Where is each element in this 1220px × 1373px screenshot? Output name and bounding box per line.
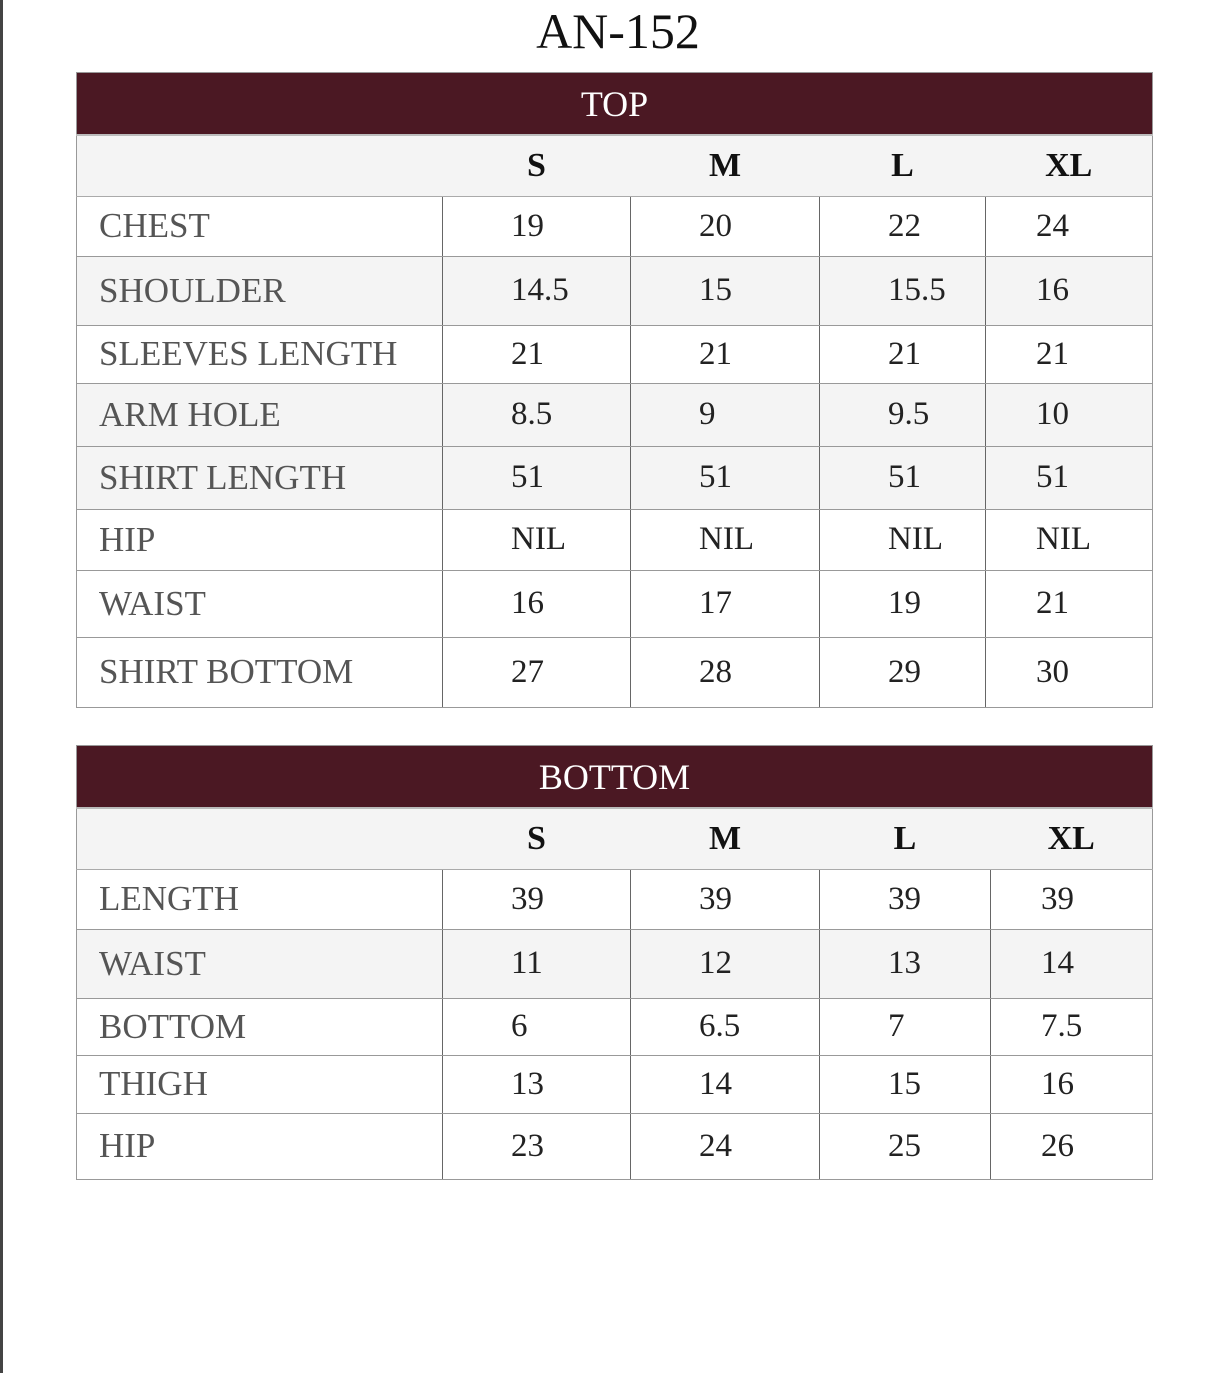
section-heading: TOP	[76, 72, 1153, 136]
bottom-size-table: BOTTOM S M L XL LENGTH 39 39 39 39 WAIST 11 12 13 14 BO…	[76, 745, 1153, 1180]
measurement-value: NIL	[630, 509, 820, 571]
measurement-value: 20	[630, 196, 820, 257]
measurement-value: 51	[819, 446, 986, 510]
measurement-label: WAIST	[76, 929, 443, 999]
measurement-value: 24	[630, 1113, 820, 1180]
measurement-value: 17	[630, 570, 820, 638]
table-row: LENGTH 39 39 39 39	[76, 869, 1153, 930]
measurement-value: 10	[985, 383, 1153, 447]
table-row: ARM HOLE 8.5 9 9.5 10	[76, 383, 1153, 447]
measurement-value: 15	[819, 1055, 991, 1114]
size-header: S	[442, 135, 631, 197]
measurement-value: 16	[990, 1055, 1153, 1114]
page-title: AN-152	[536, 3, 700, 59]
measurement-value: 39	[442, 869, 631, 930]
measurement-value: 15.5	[819, 256, 986, 326]
measurement-label: BOTTOM	[76, 998, 443, 1056]
measurement-label: ARM HOLE	[76, 383, 443, 447]
table-row: HIP 23 24 25 26	[76, 1113, 1153, 1180]
measurement-value: 16	[442, 570, 631, 638]
measurement-value: 12	[630, 929, 820, 999]
table-row: SHOULDER 14.5 15 15.5 16	[76, 256, 1153, 326]
window-edge	[0, 0, 3, 1373]
measurement-value: 9	[630, 383, 820, 447]
measurement-label: CHEST	[76, 196, 443, 257]
measurement-value: 6	[442, 998, 631, 1056]
size-header: L	[819, 135, 986, 197]
table-row: SLEEVES LENGTH 21 21 21 21	[76, 325, 1153, 384]
measurement-value: 21	[819, 325, 986, 384]
measurement-value: 8.5	[442, 383, 631, 447]
measurement-value: 22	[819, 196, 986, 257]
measurement-value: 24	[985, 196, 1153, 257]
measurement-value: 14.5	[442, 256, 631, 326]
top-size-table: TOP S M L XL CHEST 19 20 22 24 SHOULDER 14.5 15 15.5 1…	[76, 72, 1153, 708]
measurement-label: THIGH	[76, 1055, 443, 1114]
measurement-value: 51	[630, 446, 820, 510]
table-row: CHEST 19 20 22 24	[76, 196, 1153, 257]
size-header: S	[442, 808, 631, 870]
measurement-value: 30	[985, 637, 1153, 708]
measurement-value: 27	[442, 637, 631, 708]
table-row: THIGH 13 14 15 16	[76, 1055, 1153, 1114]
measurement-label: HIP	[76, 1113, 443, 1180]
size-header-blank	[76, 135, 443, 197]
measurement-value: 21	[985, 325, 1153, 384]
measurement-value: 7.5	[990, 998, 1153, 1056]
measurement-label: SHOULDER	[76, 256, 443, 326]
table-row: SHIRT LENGTH 51 51 51 51	[76, 446, 1153, 510]
measurement-value: 19	[819, 570, 986, 638]
size-header: M	[630, 135, 820, 197]
size-header: XL	[990, 808, 1153, 870]
measurement-value: 21	[442, 325, 631, 384]
measurement-value: 21	[630, 325, 820, 384]
size-header-blank	[76, 808, 443, 870]
measurement-value: 26	[990, 1113, 1153, 1180]
measurement-value: 51	[985, 446, 1153, 510]
size-header: L	[819, 808, 991, 870]
measurement-label: LENGTH	[76, 869, 443, 930]
measurement-value: 25	[819, 1113, 991, 1180]
measurement-value: 15	[630, 256, 820, 326]
measurement-value: 11	[442, 929, 631, 999]
measurement-value: 16	[985, 256, 1153, 326]
measurement-value: 51	[442, 446, 631, 510]
measurement-label: SHIRT LENGTH	[76, 446, 443, 510]
measurement-value: 7	[819, 998, 991, 1056]
measurement-value: 9.5	[819, 383, 986, 447]
size-header: XL	[985, 135, 1153, 197]
measurement-value: 39	[630, 869, 820, 930]
measurement-value: 14	[630, 1055, 820, 1114]
measurement-label: HIP	[76, 509, 443, 571]
size-header: M	[630, 808, 820, 870]
section-heading: BOTTOM	[76, 745, 1153, 809]
measurement-value: NIL	[442, 509, 631, 571]
measurement-value: 39	[819, 869, 991, 930]
measurement-value: 21	[985, 570, 1153, 638]
measurement-value: 28	[630, 637, 820, 708]
measurement-value: 13	[442, 1055, 631, 1114]
measurement-value: NIL	[819, 509, 986, 571]
table-row: HIP NIL NIL NIL NIL	[76, 509, 1153, 571]
measurement-value: 14	[990, 929, 1153, 999]
measurement-value: 13	[819, 929, 991, 999]
measurement-value: 6.5	[630, 998, 820, 1056]
measurement-label: SLEEVES LENGTH	[76, 325, 443, 384]
measurement-value: 39	[990, 869, 1153, 930]
table-row: WAIST 11 12 13 14	[76, 929, 1153, 999]
measurement-label: WAIST	[76, 570, 443, 638]
measurement-label: SHIRT BOTTOM	[76, 637, 443, 708]
measurement-value: 19	[442, 196, 631, 257]
table-row: WAIST 16 17 19 21	[76, 570, 1153, 638]
table-row: SHIRT BOTTOM 27 28 29 30	[76, 637, 1153, 708]
table-row: BOTTOM 6 6.5 7 7.5	[76, 998, 1153, 1056]
measurement-value: 23	[442, 1113, 631, 1180]
measurement-value: 29	[819, 637, 986, 708]
measurement-value: NIL	[985, 509, 1153, 571]
